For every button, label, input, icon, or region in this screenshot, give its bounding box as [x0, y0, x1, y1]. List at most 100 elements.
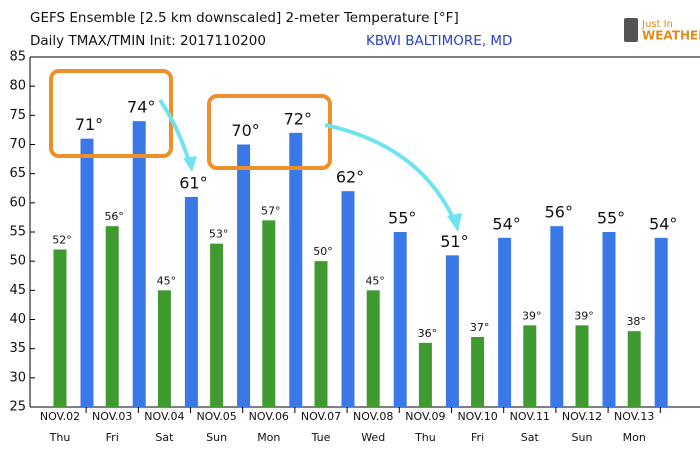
x-tick-label: NOV.05: [196, 410, 236, 423]
bar: [602, 232, 616, 407]
highlight-box: [207, 94, 332, 170]
value-label: 37°: [470, 321, 490, 334]
value-label: 54°: [649, 214, 677, 233]
value-label: 45°: [365, 274, 385, 287]
value-label: 55°: [388, 209, 416, 228]
bar: [289, 132, 303, 408]
bar: [627, 331, 641, 407]
bar: [314, 261, 328, 407]
weekday-label: Wed: [361, 431, 385, 444]
value-label: 38°: [626, 315, 646, 328]
bar: [157, 290, 171, 407]
bar: [654, 237, 668, 407]
value-label: 56°: [104, 210, 124, 223]
value-label: 74°: [127, 98, 155, 117]
bar: [523, 325, 537, 407]
bar: [418, 342, 432, 407]
bar: [105, 226, 119, 407]
y-tick-label: 80: [9, 79, 26, 94]
value-label: 39°: [522, 309, 542, 322]
plot: 25 30 35 40 45 50 55 60 65 70 75 80 85 NOV.02 Thu 52° 71…: [9, 50, 700, 444]
x-tick-label: NOV.02: [40, 410, 80, 423]
y-tick-label: 70: [9, 137, 26, 152]
bar: [80, 138, 94, 407]
x-tick-label: NOV.03: [92, 410, 132, 423]
y-tick-label: 85: [9, 50, 26, 65]
x-tick-label: NOV.12: [562, 410, 602, 423]
y-tick-label: 35: [9, 341, 26, 356]
y-tick-label: 65: [9, 166, 26, 181]
bar: [575, 325, 589, 407]
bar: [210, 243, 224, 407]
value-label: 71°: [75, 115, 103, 134]
arrow-head: [183, 156, 197, 172]
x-tick-label: NOV.11: [510, 410, 550, 423]
logo-icon: [624, 18, 638, 42]
value-label: 39°: [574, 309, 594, 322]
value-label: 52°: [52, 234, 72, 247]
weekday-label: Tue: [311, 431, 331, 444]
weekday-label: Sun: [206, 431, 227, 444]
bar: [341, 191, 355, 407]
value-label: 72°: [284, 109, 312, 128]
weekday-label: Mon: [257, 431, 280, 444]
bar: [550, 226, 564, 407]
bar: [366, 290, 380, 407]
value-label: 50°: [313, 245, 333, 258]
value-label: 61°: [179, 174, 207, 193]
weekday-label: Mon: [623, 431, 646, 444]
y-tick-label: 25: [9, 400, 26, 415]
x-tick-label: NOV.09: [405, 410, 445, 423]
weekday-label: Sat: [521, 431, 540, 444]
weekday-label: Sun: [572, 431, 593, 444]
bar: [445, 255, 459, 407]
y-tick-label: 45: [9, 283, 26, 298]
x-tick-label: NOV.10: [457, 410, 497, 423]
y-tick-label: 60: [9, 195, 26, 210]
chart-title: GEFS Ensemble [2.5 km downscaled] 2-mete…: [30, 10, 459, 26]
logo-text: WEATHER: [642, 29, 700, 43]
y-tick-label: 30: [9, 370, 26, 385]
bar: [262, 220, 276, 407]
bar: [132, 121, 146, 408]
value-label: 53°: [209, 228, 229, 241]
location: KBWI BALTIMORE, MD: [366, 33, 512, 49]
chart-subtitle: Daily TMAX/TMIN Init: 2017110200: [30, 33, 266, 49]
weekday-label: Fri: [106, 431, 119, 444]
value-label: 57°: [261, 204, 281, 217]
y-tick-label: 75: [9, 108, 26, 123]
bar: [393, 232, 407, 407]
highlight-box: [49, 69, 173, 158]
y-tick-label: 50: [9, 254, 26, 269]
bar: [498, 237, 512, 407]
value-label: 45°: [157, 274, 177, 287]
weekday-label: Sat: [155, 431, 174, 444]
value-label: 36°: [418, 327, 438, 340]
value-label: 51°: [440, 232, 468, 251]
value-label: 62°: [336, 168, 364, 187]
x-tick-label: NOV.08: [353, 410, 393, 423]
value-label: 70°: [231, 121, 259, 140]
value-label: 55°: [597, 209, 625, 228]
x-tick-label: NOV.07: [301, 410, 341, 423]
y-tick-label: 40: [9, 312, 26, 327]
bar: [237, 144, 251, 407]
weekday-label: Thu: [414, 431, 436, 444]
x-tick-label: NOV.13: [614, 410, 654, 423]
arrow-head: [447, 213, 462, 232]
bar: [471, 337, 485, 407]
logo-text: Just In: [641, 19, 673, 30]
bar: [184, 197, 198, 407]
x-tick-label: NOV.06: [249, 410, 289, 423]
value-label: 54°: [492, 214, 520, 233]
arrow: [324, 123, 457, 223]
bar: [53, 249, 67, 407]
annotations: [49, 69, 462, 232]
weekday-label: Thu: [49, 431, 71, 444]
weekday-label: Fri: [471, 431, 484, 444]
logo: Just In WEATHER: [624, 18, 700, 43]
x-tick-label: NOV.04: [144, 410, 184, 423]
y-tick-label: 55: [9, 225, 26, 240]
value-label: 56°: [545, 203, 573, 222]
